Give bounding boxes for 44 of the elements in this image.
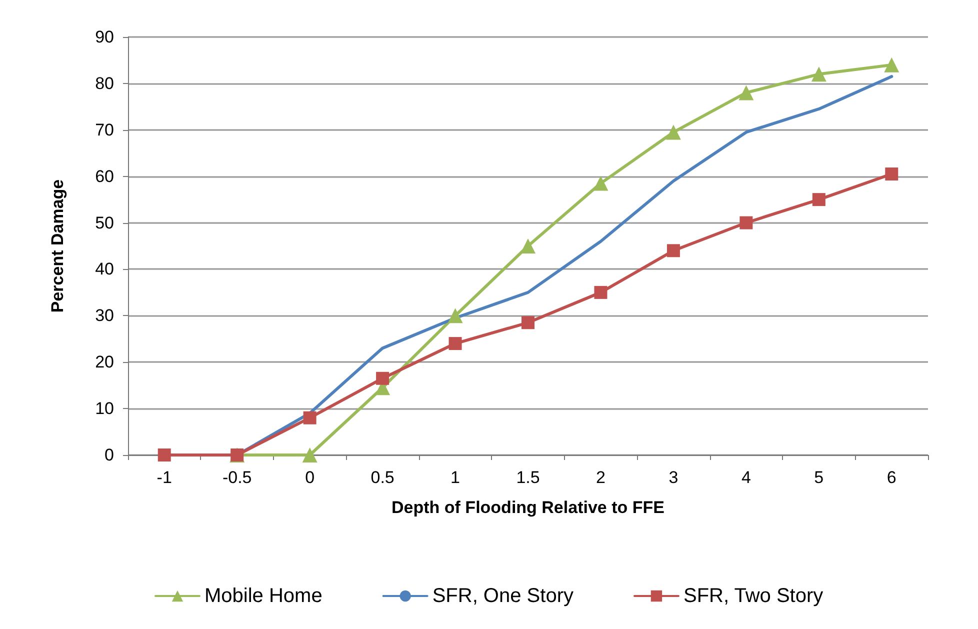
x-tick-label: -0.5 <box>222 468 252 487</box>
point <box>738 85 754 100</box>
y-tick-label: 40 <box>95 260 114 279</box>
y-tick-label: 70 <box>95 120 114 140</box>
point <box>522 316 534 330</box>
y-tick-label: 50 <box>95 213 114 232</box>
y-tick-label: 20 <box>95 352 114 372</box>
x-tick-label: -1 <box>156 468 172 487</box>
x-tick-label: 5 <box>814 468 824 487</box>
point <box>593 176 608 191</box>
x-tick-label: 2 <box>596 468 606 487</box>
y-tick-label: 90 <box>95 28 114 46</box>
point <box>448 308 463 324</box>
point <box>158 448 171 462</box>
point <box>520 238 536 254</box>
point <box>376 372 390 385</box>
x-tick-label: 0.5 <box>370 468 394 487</box>
legend-label: SFR, Two Story <box>683 585 824 607</box>
x-tick-label: 3 <box>668 468 678 487</box>
point <box>302 448 318 462</box>
point <box>884 57 900 72</box>
point <box>812 193 826 206</box>
y-axis-title: Percent Damage <box>48 179 67 313</box>
x-tick-label: 6 <box>886 468 896 487</box>
point <box>594 286 608 299</box>
x-tick-label: 0 <box>305 468 315 487</box>
x-axis-title: Depth of Flooding Relative to FFE <box>392 498 664 517</box>
point <box>448 337 462 350</box>
point <box>303 411 316 424</box>
y-tick-label: 30 <box>95 306 114 326</box>
point <box>740 216 753 230</box>
point <box>666 124 681 140</box>
legend-label: Mobile Home <box>204 585 322 607</box>
y-tick-label: 0 <box>104 446 114 464</box>
point <box>885 168 898 181</box>
x-tick-label: 4 <box>741 468 751 487</box>
legend-label: SFR, One Story <box>432 585 574 607</box>
y-tick-label: 10 <box>95 399 114 418</box>
x-tick-label: 1.5 <box>516 468 540 487</box>
y-tick-label: 60 <box>95 166 114 186</box>
y-tick-label: 80 <box>95 74 114 93</box>
x-tick-label: 1 <box>450 468 460 487</box>
point <box>811 66 826 82</box>
point <box>666 244 680 258</box>
